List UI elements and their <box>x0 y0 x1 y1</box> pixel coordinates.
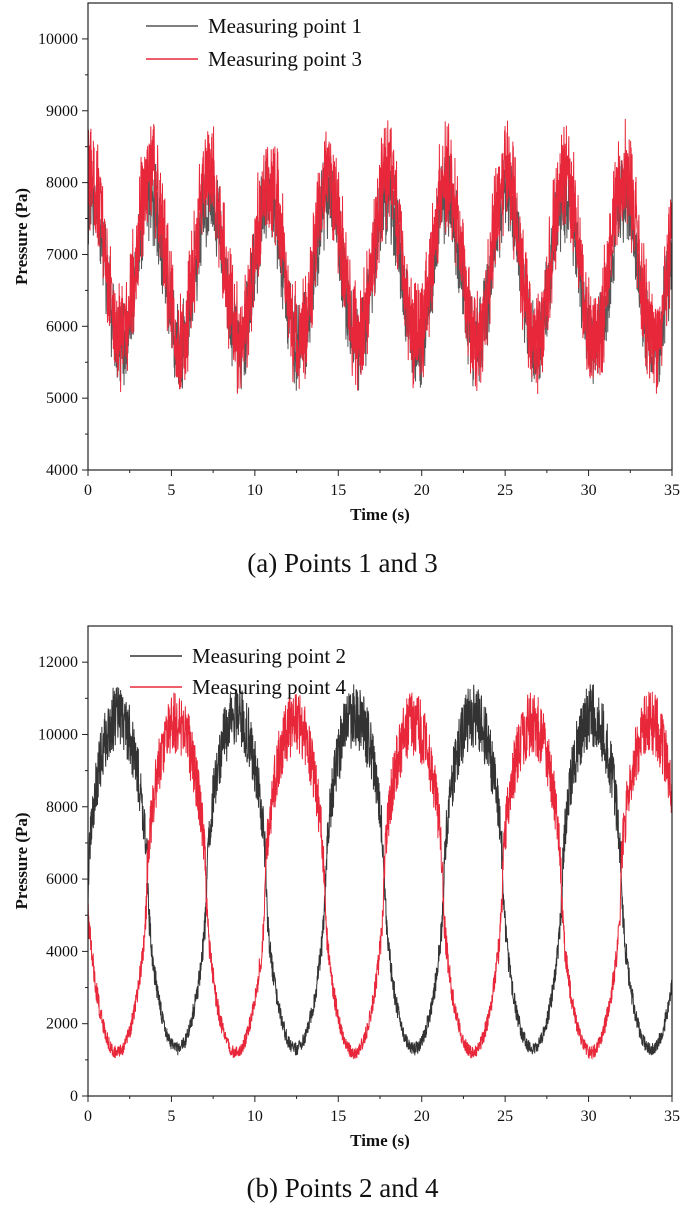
y-tick-label: 6000 <box>46 318 78 335</box>
legend-label-1: Measuring point 1 <box>208 14 362 38</box>
legend-label-2: Measuring point 3 <box>208 47 362 71</box>
x-tick-label: 25 <box>497 482 513 499</box>
x-tick-label: 20 <box>414 482 430 499</box>
figure-b: 0 5 10 15 20 25 30 35 0 2000 4000 6000 8000 10000 1200… <box>0 600 685 1217</box>
x-tick-label: 30 <box>581 482 597 499</box>
x-tick-label: 20 <box>414 1108 430 1125</box>
y-axis-label: Pressure (Pa) <box>12 812 31 909</box>
y-tick-label: 4000 <box>46 462 78 479</box>
x-tick-label: 35 <box>664 1108 680 1125</box>
x-tick-label: 0 <box>84 1108 92 1125</box>
chart-b: 0 5 10 15 20 25 30 35 0 2000 4000 6000 8000 10000 1200… <box>12 625 680 1150</box>
chart-a: 0 5 10 15 20 25 30 35 4000 5000 6000 7000 8000 9000 10… <box>12 2 680 524</box>
y-tick-label: 9000 <box>46 103 78 120</box>
y-tick-label: 4000 <box>46 943 78 960</box>
x-tick-label: 15 <box>330 482 346 499</box>
y-tick-label: 6000 <box>46 871 78 888</box>
caption-a: (a) Points 1 and 3 <box>247 548 438 578</box>
series-line-2 <box>88 118 672 394</box>
y-tick-label: 0 <box>70 1088 78 1105</box>
y-tick-label: 10000 <box>38 31 78 48</box>
y-tick-label: 2000 <box>46 1016 78 1033</box>
y-tick-label: 8000 <box>46 175 78 192</box>
x-tick-label: 5 <box>167 1108 175 1125</box>
x-tick-label: 10 <box>247 482 263 499</box>
y-axis-label: Pressure (Pa) <box>12 188 31 285</box>
x-tick-label: 30 <box>581 1108 597 1125</box>
x-tick-label: 15 <box>330 1108 346 1125</box>
x-tick-label: 0 <box>84 482 92 499</box>
x-tick-label: 25 <box>497 1108 513 1125</box>
figure-a: 0 5 10 15 20 25 30 35 4000 5000 6000 7000 8000 9000 10… <box>0 0 685 600</box>
legend-label-1: Measuring point 2 <box>192 644 346 668</box>
y-tick-label: 5000 <box>46 390 78 407</box>
series-line-1 <box>88 684 672 1056</box>
x-axis-label: Time (s) <box>350 505 410 524</box>
y-tick-label: 10000 <box>38 726 78 743</box>
y-tick-label: 8000 <box>46 799 78 816</box>
x-tick-label: 35 <box>664 482 680 499</box>
legend-label-2: Measuring point 4 <box>192 675 346 699</box>
x-axis-label: Time (s) <box>350 1131 410 1150</box>
series-line-2 <box>88 691 672 1061</box>
x-tick-label: 5 <box>167 482 175 499</box>
y-tick-label: 7000 <box>46 246 78 263</box>
x-tick-label: 10 <box>247 1108 263 1125</box>
y-tick-label: 12000 <box>38 654 78 671</box>
caption-b: (b) Points 2 and 4 <box>246 1173 439 1203</box>
